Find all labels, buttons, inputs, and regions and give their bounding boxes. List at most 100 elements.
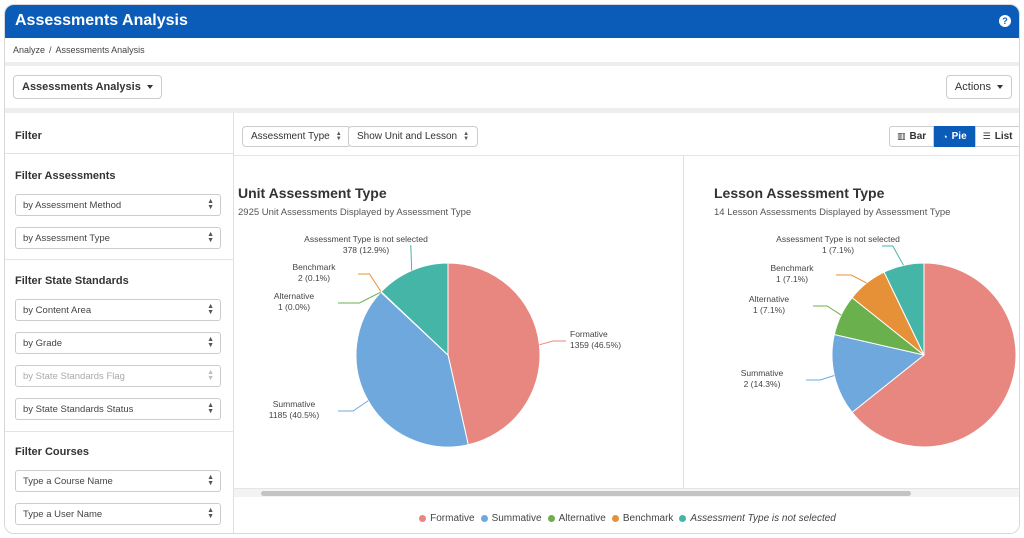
- view-toggle: ▥ Bar ◔ Pie ☰ List: [889, 126, 1019, 147]
- state-standards-status-select[interactable]: by State Standards Status ▲ ▼: [15, 398, 221, 420]
- filter-title: Filter: [15, 130, 42, 142]
- divider: [5, 153, 234, 154]
- legend-label: Formative: [430, 513, 475, 524]
- panel-divider: [683, 156, 684, 495]
- slice-value-label-formative: 1359 (46.5%): [570, 340, 621, 350]
- legend-label: Alternative: [558, 513, 606, 524]
- pie-slice-assessment-type-is-not-selected[interactable]: [883, 262, 925, 356]
- lesson-chart-subtitle: 14 Lesson Assessments Displayed by Asses…: [714, 207, 951, 218]
- breadcrumb-item-analyze[interactable]: Analyze: [13, 45, 46, 55]
- chart-area: Unit Assessment Type 2925 Unit Assessmen…: [234, 155, 1019, 495]
- lesson-chart-title: Lesson Assessment Type: [714, 185, 885, 201]
- view-select-label: Assessments Analysis: [22, 81, 141, 93]
- group-by-label: Assessment Type: [251, 131, 330, 142]
- breadcrumb-item-current: Assessments Analysis: [55, 45, 145, 55]
- breadcrumb: Analyze / Assessments Analysis: [5, 38, 1019, 62]
- slice-label-formative: Formative: [570, 329, 608, 339]
- slice-value-label-alternative: 1 (0.0%): [278, 302, 310, 312]
- slice-value-label-benchmark: 2 (0.1%): [298, 273, 330, 283]
- bar-view-label: Bar: [909, 131, 927, 142]
- select-label: by Assessment Method: [23, 200, 122, 211]
- filter-courses-header: Filter Courses: [15, 446, 89, 458]
- group-by-select[interactable]: Assessment Type ▲ ▼: [242, 126, 351, 147]
- slice-value-label-assessment-type-is-not-selected: 1 (7.1%): [822, 245, 854, 255]
- slice-value-label-assessment-type-is-not-selected: 378 (12.9%): [343, 245, 389, 255]
- legend-item-summative[interactable]: Summative: [480, 513, 542, 524]
- slice-value-label-benchmark: 1 (7.1%): [776, 274, 808, 284]
- view-select-dropdown[interactable]: Assessments Analysis: [13, 75, 162, 99]
- slice-value-label-summative: 1185 (40.5%): [269, 410, 320, 420]
- assessment-method-select[interactable]: by Assessment Method ▲ ▼: [15, 194, 221, 216]
- horizontal-scrollbar[interactable]: [234, 488, 1019, 497]
- leader-line-benchmark: [836, 274, 867, 284]
- caret-down-icon: [997, 85, 1003, 89]
- divider: [5, 259, 234, 260]
- slice-label-benchmark: Benchmark: [293, 262, 337, 272]
- legend-swatch: [679, 515, 687, 522]
- slice-value-label-alternative: 1 (7.1%): [753, 305, 785, 315]
- assessment-type-select[interactable]: by Assessment Type ▲ ▼: [15, 227, 221, 249]
- legend-label: Summative: [491, 513, 542, 524]
- legend-item-formative[interactable]: Formative: [419, 513, 475, 524]
- select-label: Type a User Name: [23, 509, 103, 520]
- leader-line-summative: [806, 374, 835, 381]
- updown-icon: ▲ ▼: [207, 303, 214, 316]
- select-label: by State Standards Status: [23, 404, 134, 415]
- slice-label-alternative: Alternative: [274, 291, 314, 301]
- slice-label-summative: Summative: [741, 368, 784, 378]
- list-view-button[interactable]: ☰ List: [974, 126, 1019, 147]
- divider: [5, 431, 234, 432]
- legend-item-benchmark[interactable]: Benchmark: [611, 513, 673, 524]
- slice-label-assessment-type-is-not-selected: Assessment Type is not selected: [776, 234, 900, 244]
- content-area-select[interactable]: by Content Area ▲ ▼: [15, 299, 221, 321]
- chart-legend: Formative Summative Alternative Benchmark As…: [234, 513, 1019, 525]
- actions-label: Actions: [954, 81, 991, 93]
- legend-swatch: [480, 515, 488, 522]
- show-option-label: Show Unit and Lesson: [357, 131, 458, 142]
- pie-slice-formative[interactable]: [851, 262, 1017, 448]
- bar-view-button[interactable]: ▥ Bar: [889, 126, 935, 147]
- select-label: by Grade: [23, 338, 63, 349]
- actions-button[interactable]: Actions: [945, 75, 1012, 99]
- pie-slice-summative[interactable]: [355, 291, 469, 448]
- state-standards-flag-select: by State Standards Flag ▲ ▼: [15, 365, 221, 387]
- select-label: by Content Area: [23, 305, 92, 316]
- legend-swatch: [611, 515, 619, 522]
- select-label: by State Standards Flag: [23, 371, 125, 382]
- legend-label: Assessment Type is not selected: [690, 513, 836, 524]
- legend-swatch: [547, 515, 555, 522]
- leader-line-assessment-type-is-not-selected: [410, 245, 413, 271]
- updown-icon: ▲ ▼: [207, 507, 214, 520]
- leader-line-benchmark: [358, 273, 382, 293]
- slice-label-alternative: Alternative: [749, 294, 789, 304]
- toolbar: Assessments Analysis Actions: [5, 66, 1019, 108]
- filter-assessments-header: Filter Assessments: [15, 170, 116, 182]
- list-icon: ☰: [982, 131, 991, 141]
- unit-chart-subtitle: 2925 Unit Assessments Displayed by Asses…: [238, 207, 472, 218]
- grade-select[interactable]: by Grade ▲ ▼: [15, 332, 221, 354]
- course-name-input[interactable]: Type a Course Name ▲ ▼: [15, 470, 221, 492]
- pie-view-button[interactable]: ◔ Pie: [934, 126, 975, 147]
- leader-line-alternative: [813, 305, 842, 316]
- slice-label-summative: Summative: [273, 399, 316, 409]
- legend-item-assessment-type-is-not-selected[interactable]: Assessment Type is not selected: [679, 513, 836, 524]
- updown-icon: ▲ ▼: [207, 369, 214, 382]
- updown-icon: ▲ ▼: [335, 130, 342, 142]
- slice-label-assessment-type-is-not-selected: Assessment Type is not selected: [304, 234, 428, 244]
- help-icon[interactable]: ?: [999, 15, 1011, 27]
- show-option-select[interactable]: Show Unit and Lesson ▲ ▼: [348, 126, 479, 147]
- caret-down-icon: [146, 85, 153, 89]
- main-panel: Assessment Type ▲ ▼ Show Unit and Lesson …: [234, 113, 1019, 533]
- pie-chart-icon: ◔: [942, 131, 948, 142]
- legend-item-alternative[interactable]: Alternative: [547, 513, 606, 524]
- updown-icon: ▲ ▼: [207, 336, 214, 349]
- pie-slice-summative[interactable]: [831, 333, 926, 414]
- app-title: Assessments Analysis: [15, 12, 188, 29]
- user-name-input[interactable]: Type a User Name ▲ ▼: [15, 503, 221, 525]
- select-label: Type a Course Name: [23, 476, 113, 487]
- scrollbar-thumb[interactable]: [261, 491, 911, 496]
- slice-value-label-summative: 2 (14.3%): [744, 379, 781, 389]
- breadcrumb-separator: /: [49, 45, 52, 55]
- filter-sidebar: Filter Filter Assessments by Assessment …: [5, 113, 234, 533]
